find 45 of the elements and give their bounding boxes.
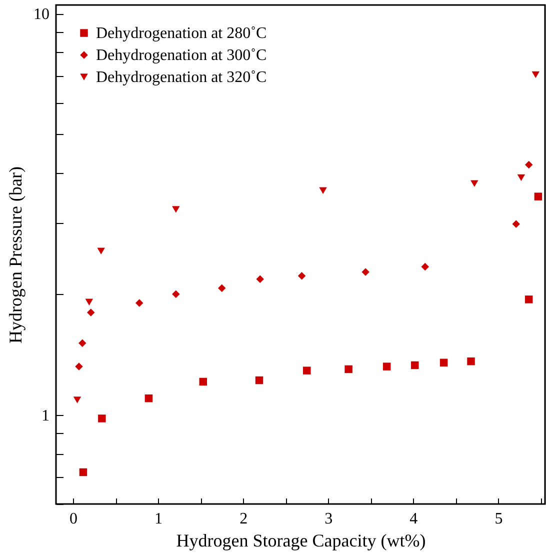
x-tick-label: 4 [410, 510, 418, 528]
point [78, 339, 86, 347]
point [421, 262, 429, 271]
point [344, 365, 352, 374]
point [218, 284, 226, 292]
point [517, 174, 526, 182]
x-tick-label: 1 [154, 510, 163, 528]
point [73, 396, 82, 404]
point [75, 362, 83, 370]
legend-label: Dehydrogenation at 320˚C [96, 69, 267, 86]
y-axis-title: Hydrogen Pressure (bar) [6, 166, 26, 344]
point [135, 299, 144, 307]
legend-label: Dehydrogenation at 280˚C [96, 25, 267, 42]
point [256, 275, 264, 283]
point [470, 180, 478, 187]
point [172, 206, 180, 213]
point [512, 220, 520, 228]
point [97, 248, 105, 254]
point [319, 187, 327, 194]
point [98, 414, 106, 422]
point [524, 296, 533, 304]
point [382, 362, 391, 370]
point [255, 376, 264, 384]
x-tick-label: 2 [240, 510, 248, 528]
point [532, 71, 540, 78]
point [303, 366, 311, 374]
point [298, 272, 306, 280]
x-tick-label: 0 [70, 510, 78, 528]
x-tick-label: 3 [324, 510, 333, 528]
point [79, 468, 88, 476]
point [172, 290, 180, 298]
point [86, 308, 95, 316]
y-tick-label: 10 [34, 6, 50, 24]
point [440, 358, 448, 366]
point [411, 361, 419, 370]
x-tick-label: 5 [494, 510, 503, 528]
x-axis-title: Hydrogen Storage Capacity (wt%) [176, 530, 426, 550]
point [362, 268, 370, 276]
point [534, 192, 542, 200]
point [144, 394, 153, 402]
point [85, 298, 94, 306]
legend-label: Dehydrogenation at 300˚C [96, 47, 267, 64]
point [524, 160, 533, 169]
point [199, 378, 207, 386]
point [467, 357, 475, 366]
